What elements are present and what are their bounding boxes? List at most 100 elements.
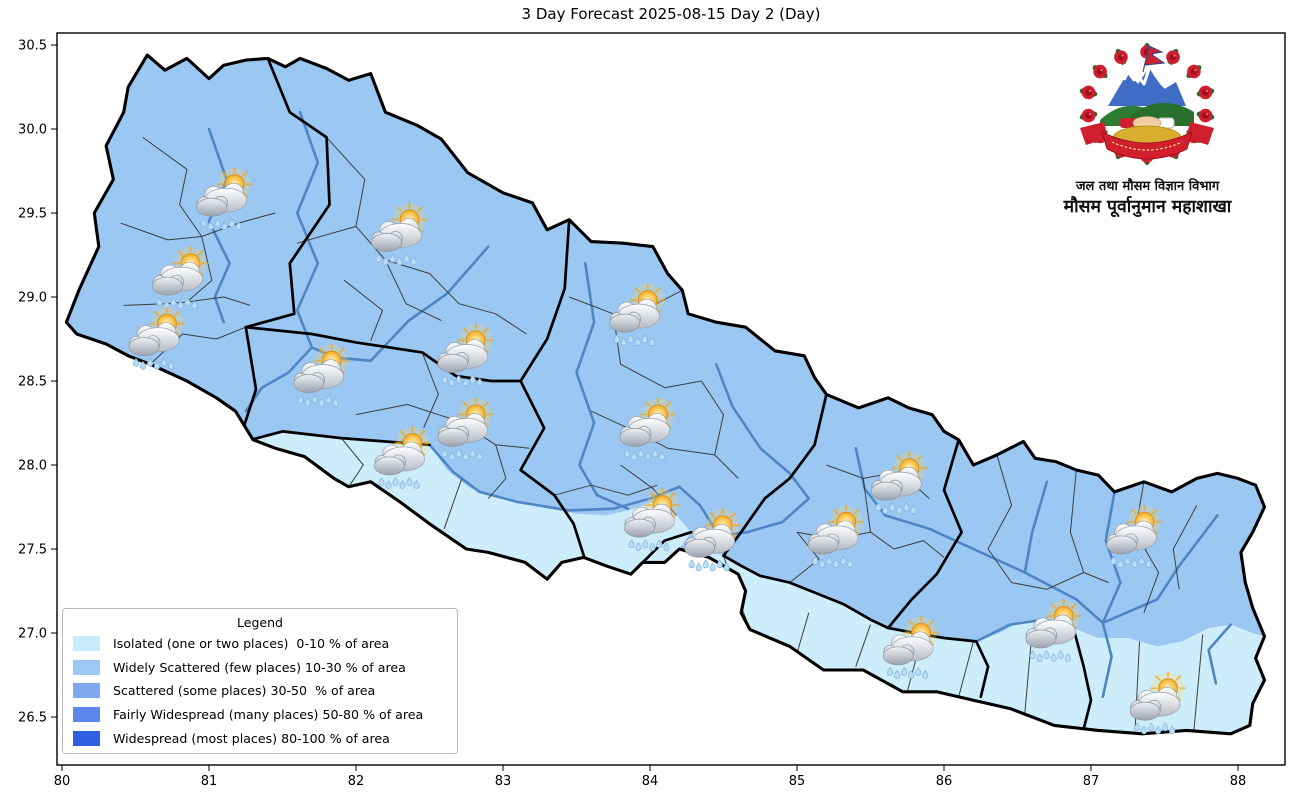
river-line bbox=[1101, 514, 1219, 625]
dhm-logo: जल तथा मौसम विज्ञान विभाग मौसम पूर्वानुम… bbox=[1000, 42, 1295, 227]
legend-title: Legend bbox=[237, 615, 283, 630]
river-line bbox=[714, 362, 811, 537]
x-tick-label: 82 bbox=[348, 774, 365, 789]
river-line bbox=[244, 110, 320, 413]
river-line bbox=[1207, 623, 1232, 685]
y-tick-label: 28.5 bbox=[18, 375, 47, 390]
page-title: 3 Day Forecast 2025-08-15 Day 2 (Day) bbox=[521, 5, 821, 23]
province-border bbox=[641, 530, 693, 564]
nepal-outline bbox=[64, 53, 1267, 736]
rivers-layer bbox=[207, 110, 1232, 699]
province-border bbox=[519, 218, 571, 383]
logo-text-line1: जल तथा मौसम विज्ञान विभाग bbox=[1075, 179, 1220, 194]
district-border bbox=[862, 478, 871, 533]
district-border bbox=[297, 225, 357, 244]
district-border bbox=[1069, 469, 1085, 573]
legend-swatch-fairly-widespread bbox=[73, 707, 100, 723]
legend-swatch-widespread bbox=[73, 730, 100, 746]
flower-highlight bbox=[1194, 68, 1197, 72]
x-axis-ticks: 80 81 82 83 84 85 86 87 88 bbox=[54, 765, 1246, 789]
legend-item-fairly-widespread: Fairly Widespread (many places) 50-80 % … bbox=[73, 703, 447, 727]
x-tick-label: 87 bbox=[1083, 774, 1100, 789]
river-line bbox=[1023, 480, 1049, 574]
legend-item-scattered: Scattered (some places) 30-50 % of area bbox=[73, 679, 447, 703]
district-border bbox=[186, 236, 213, 303]
legend-swatch-scattered bbox=[73, 683, 100, 699]
district-border bbox=[700, 380, 739, 479]
legend-item-isolated: Isolated (one or two places) 0-10 % of a… bbox=[73, 632, 447, 656]
flower-highlight bbox=[1205, 112, 1209, 116]
province-border bbox=[519, 379, 586, 558]
legend-swatch-widely-scattered bbox=[73, 659, 100, 675]
province-border bbox=[722, 554, 990, 699]
district-border bbox=[443, 478, 463, 529]
y-tick-label: 27.5 bbox=[18, 543, 47, 558]
district-border bbox=[1011, 572, 1109, 590]
district-border bbox=[343, 279, 383, 341]
x-tick-label: 81 bbox=[201, 774, 218, 789]
river-line bbox=[428, 443, 716, 531]
y-tick-label: 27.0 bbox=[18, 627, 47, 642]
district-border bbox=[789, 531, 820, 583]
y-tick-label: 29.0 bbox=[18, 291, 47, 306]
flower-highlight bbox=[1088, 89, 1092, 93]
river-line bbox=[207, 127, 231, 324]
x-tick-label: 86 bbox=[936, 774, 953, 789]
y-axis-ticks: 26.5 27.0 27.5 28.0 28.5 29.0 29.5 30.0 30.5 bbox=[18, 39, 57, 726]
logo-banner-icon bbox=[1101, 131, 1193, 160]
river-line bbox=[575, 262, 630, 510]
isolated-region bbox=[238, 431, 692, 580]
district-border bbox=[326, 137, 386, 261]
x-tick-label: 83 bbox=[495, 774, 512, 789]
y-tick-label: 30.0 bbox=[18, 123, 47, 138]
x-tick-label: 84 bbox=[642, 774, 659, 789]
province-boundaries bbox=[237, 57, 1093, 731]
logo-snow-icon bbox=[1122, 64, 1168, 90]
map-base-fill bbox=[66, 55, 1265, 734]
province-border bbox=[244, 325, 522, 383]
district-border bbox=[421, 352, 439, 429]
legend-item-widespread: Widespread (most places) 80-100 % of are… bbox=[73, 726, 447, 750]
province-border bbox=[237, 57, 331, 445]
district-border bbox=[340, 437, 364, 488]
district-border bbox=[1172, 505, 1198, 590]
flower-highlight bbox=[1173, 54, 1176, 57]
district-border bbox=[554, 484, 658, 496]
district-border bbox=[1193, 634, 1204, 731]
district-border bbox=[958, 641, 974, 697]
logo-sleeve-left bbox=[1120, 118, 1136, 128]
district-border bbox=[855, 624, 871, 667]
river-line bbox=[854, 446, 1113, 699]
legend: Legend Isolated (one or two places) 0-10… bbox=[62, 608, 458, 754]
district-border bbox=[893, 540, 945, 558]
y-tick-label: 26.5 bbox=[18, 711, 47, 726]
province-border bbox=[886, 438, 963, 630]
logo-text-line2: मौसम पूर्वानुमान महाशाखा bbox=[1063, 197, 1232, 217]
district-border bbox=[385, 259, 527, 335]
y-tick-label: 28.0 bbox=[18, 459, 47, 474]
national-border bbox=[64, 53, 1267, 736]
district-border bbox=[987, 454, 1013, 583]
legend-swatch-isolated bbox=[73, 636, 100, 652]
flower-highlight bbox=[1121, 54, 1124, 57]
x-tick-label: 85 bbox=[789, 774, 806, 789]
province-border bbox=[1072, 626, 1093, 731]
district-border bbox=[142, 136, 203, 237]
y-tick-label: 29.5 bbox=[18, 207, 47, 222]
logo-banner-right bbox=[1186, 122, 1214, 145]
province-border bbox=[722, 393, 828, 558]
x-tick-label: 80 bbox=[54, 774, 71, 789]
flower-highlight bbox=[1100, 68, 1103, 72]
y-tick-label: 30.5 bbox=[18, 39, 47, 54]
logo-banner-script bbox=[1111, 141, 1183, 151]
flower-highlight bbox=[1205, 89, 1209, 93]
district-border bbox=[487, 444, 507, 499]
nepal-land bbox=[66, 55, 1265, 734]
district-border bbox=[796, 612, 810, 654]
flower-highlight bbox=[1088, 112, 1092, 116]
dhm-logo-emblem bbox=[1079, 43, 1215, 165]
plot-frame bbox=[56, 32, 1286, 766]
logo-nepal-flag-icon bbox=[1144, 45, 1166, 66]
